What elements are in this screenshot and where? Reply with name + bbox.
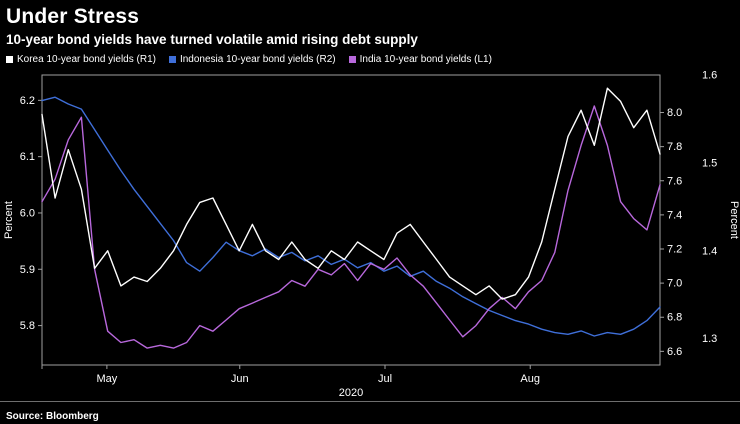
bond-yields-line-chart: 6.2 6.1 6.0 5.9 5.8 8.0 7.8 7.6 7.4 7.2 7.0 6.8 6.6 1…	[3, 70, 740, 400]
right-inner-axis-tick-label: 7.2	[667, 244, 682, 256]
left-axis-tick-label: 6.0	[20, 208, 35, 220]
legend-label-india: India 10-year bond yields (L1)	[359, 54, 492, 66]
series-line-korea	[41, 87, 661, 300]
series-line-indonesia	[41, 96, 661, 337]
chart-subtitle: 10-year bond yields have turned volatile…	[6, 32, 418, 48]
right-outer-axis-tick-label: 1.3	[702, 333, 717, 345]
right-outer-axis-tick-label: 1.5	[702, 157, 717, 169]
right-outer-axis-tick-label: 1.6	[702, 70, 717, 82]
right-inner-axis-tick-label: 7.0	[667, 278, 682, 290]
right-inner-axis-tick-label: 7.6	[667, 175, 682, 187]
legend-label-korea: Korea 10-year bond yields (R1)	[17, 54, 156, 66]
plot-frame	[41, 74, 661, 366]
right-inner-axis-tick-label: 7.4	[667, 209, 682, 221]
x-axis-tick-label: May	[96, 373, 117, 385]
left-axis-title: Percent	[3, 201, 15, 239]
legend-swatch-korea	[6, 56, 13, 64]
chart-header: Under Stress 10-year bond yields have tu…	[0, 0, 740, 47]
chart-legend: Korea 10-year bond yields (R1) Indonesia …	[0, 47, 740, 65]
right-outer-axis-tick-label: 1.4	[702, 245, 717, 257]
x-axis-year-label: 2020	[339, 387, 363, 399]
chart-title: Under Stress	[6, 5, 140, 28]
left-axis-tick-label: 6.2	[20, 95, 35, 107]
right-inner-axis-tick-label: 6.6	[667, 346, 682, 358]
legend-swatch-indonesia	[168, 56, 176, 64]
left-axis-tick-label: 5.9	[20, 264, 35, 276]
series-line-india	[41, 105, 661, 349]
right-inner-axis-tick-label: 7.8	[667, 141, 682, 153]
right-inner-axis-tick-label: 6.8	[667, 312, 682, 324]
legend-item-indonesia: Indonesia 10-year bond yields (R2)	[168, 54, 336, 66]
legend-label-indonesia: Indonesia 10-year bond yields (R2)	[179, 54, 336, 66]
left-axis-tick-label: 5.8	[20, 320, 35, 332]
x-axis-tick-label: Jun	[231, 373, 249, 385]
source-attribution: Source: Bloomberg	[6, 411, 99, 423]
legend-swatch-india	[348, 56, 356, 64]
legend-item-korea: Korea 10-year bond yields (R1)	[6, 54, 156, 65]
left-axis-tick-label: 6.1	[20, 151, 35, 163]
x-axis-tick-label: Jul	[378, 373, 392, 385]
right-axis-title: Percent	[728, 201, 740, 239]
x-axis-tick-label: Aug	[520, 373, 540, 385]
right-inner-axis-tick-label: 8.0	[667, 107, 682, 119]
legend-item-india: India 10-year bond yields (L1)	[348, 54, 492, 66]
chart-footer: Source: Bloomberg	[0, 401, 740, 424]
